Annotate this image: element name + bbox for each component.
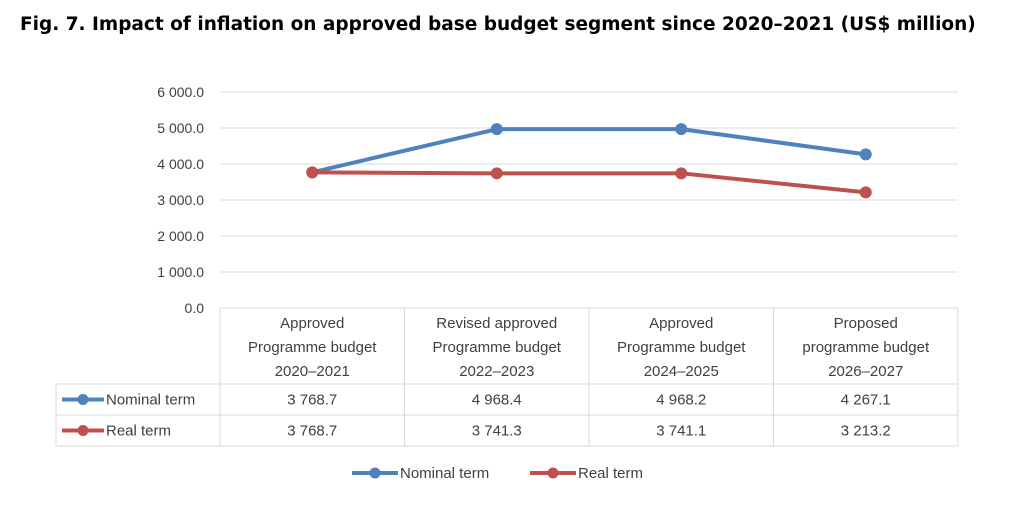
table-value: 3 768.7 bbox=[287, 423, 337, 440]
legend-label: Nominal term bbox=[400, 465, 489, 482]
category-label: Approved Programme budget 2020–2021 bbox=[248, 315, 377, 380]
table-legend-key-marker bbox=[77, 394, 89, 405]
data-table: Approved Programme budget 2020–2021 Revised… bbox=[55, 307, 959, 447]
data-point bbox=[490, 167, 503, 180]
table-value: 3 741.1 bbox=[656, 423, 706, 440]
legend-item: Nominal term bbox=[352, 465, 489, 482]
table-row: Nominal term 3 768.7 4 968.4 4 968.2 4 267.1 bbox=[62, 392, 891, 409]
gridlines bbox=[220, 91, 958, 273]
y-tick-label: 6 000.0 bbox=[157, 84, 204, 100]
y-tick-label: 1 000.0 bbox=[157, 264, 204, 280]
table-series-name: Nominal term bbox=[106, 392, 195, 409]
y-axis-ticks: 0.0 1 000.0 2 000.0 3 000.0 4 000.0 5 000.0 6 … bbox=[157, 84, 204, 316]
data-point bbox=[306, 166, 319, 179]
y-tick-label: 0.0 bbox=[185, 300, 205, 316]
series-line bbox=[312, 170, 866, 195]
table-value: 3 741.3 bbox=[472, 423, 522, 440]
category-label: Approved Programme budget 2024–2025 bbox=[617, 315, 746, 380]
data-point bbox=[490, 123, 503, 136]
data-point bbox=[675, 167, 688, 180]
y-tick-label: 5 000.0 bbox=[157, 120, 204, 136]
table-value: 4 968.4 bbox=[472, 392, 522, 409]
legend-label: Real term bbox=[578, 465, 643, 482]
y-tick-label: 3 000.0 bbox=[157, 192, 204, 208]
category-label: Proposed programme budget 2026–2027 bbox=[802, 315, 930, 380]
legend-item: Real term bbox=[530, 465, 643, 482]
data-point bbox=[675, 123, 688, 136]
category-label: Revised approved Programme budget 2022–202… bbox=[433, 315, 562, 380]
table-row: Real term 3 768.7 3 741.3 3 741.1 3 213.2 bbox=[62, 423, 891, 440]
data-point bbox=[859, 148, 872, 161]
series-line bbox=[311, 127, 867, 175]
legend: Nominal term Real term bbox=[352, 465, 643, 482]
series-lines bbox=[306, 123, 872, 199]
y-tick-label: 2 000.0 bbox=[157, 228, 204, 244]
table-legend-key-marker bbox=[77, 425, 89, 436]
chart-title: Fig. 7. Impact of inflation on approved … bbox=[20, 14, 976, 35]
table-value: 3 213.2 bbox=[841, 423, 891, 440]
legend-key-marker bbox=[369, 467, 381, 479]
legend-key-marker bbox=[547, 467, 559, 479]
data-point bbox=[859, 186, 872, 199]
table-value: 3 768.7 bbox=[287, 392, 337, 409]
y-tick-label: 4 000.0 bbox=[157, 156, 204, 172]
table-value: 4 267.1 bbox=[841, 392, 891, 409]
table-series-name: Real term bbox=[106, 423, 171, 440]
table-value: 4 968.2 bbox=[656, 392, 706, 409]
